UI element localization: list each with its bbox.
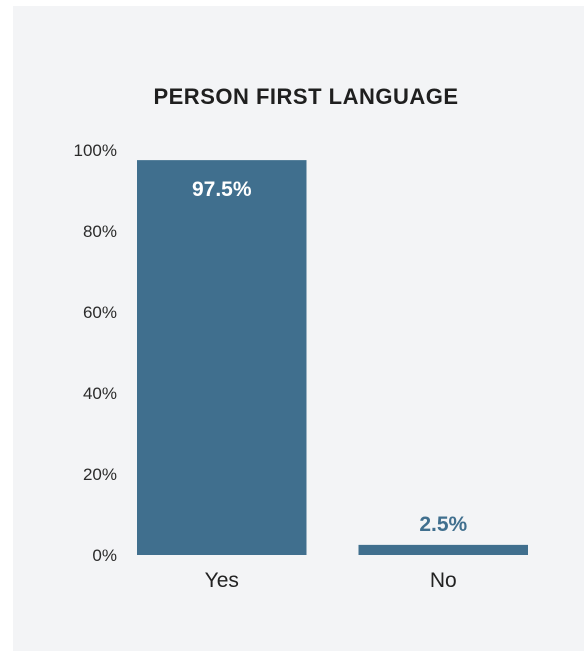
y-tick-label: 60% xyxy=(83,303,117,322)
y-tick-label: 20% xyxy=(83,465,117,484)
bar-yes xyxy=(137,160,307,555)
y-tick-label: 40% xyxy=(83,384,117,403)
data-label-no: 2.5% xyxy=(419,513,467,536)
x-tick-label-yes: Yes xyxy=(205,569,239,592)
y-tick-label: 80% xyxy=(83,222,117,241)
bars: 97.5% 2.5% xyxy=(137,160,528,555)
y-tick-label: 100% xyxy=(74,141,117,160)
y-tick-label: 0% xyxy=(92,546,117,565)
x-axis: Yes No xyxy=(205,569,457,592)
bar-no xyxy=(358,544,528,555)
chart-title: PERSON FIRST LANGUAGE xyxy=(153,84,458,109)
x-tick-label-no: No xyxy=(430,569,457,592)
data-label-yes: 97.5% xyxy=(192,178,252,201)
y-axis: 0% 20% 40% 60% 80% 100% xyxy=(74,141,117,565)
